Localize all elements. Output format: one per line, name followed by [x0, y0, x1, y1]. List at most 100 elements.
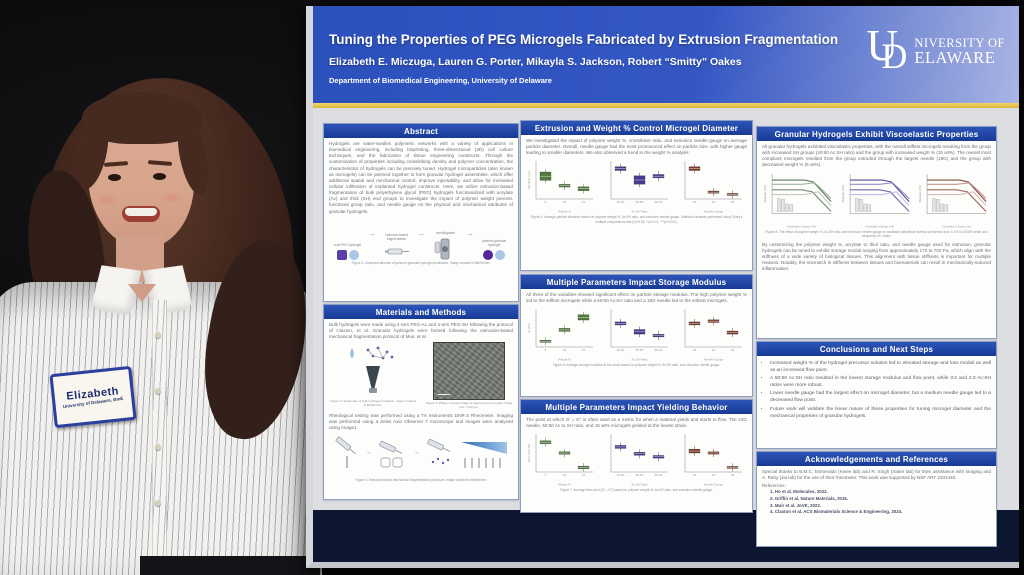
bulk-hydrogel-icon — [336, 249, 347, 260]
conclusions-list: Increased weight % of the hydrogel precu… — [770, 361, 991, 420]
plot-acsh-ratio: Ac:SH Ratio 40:60 50:50 60:40 — [610, 309, 668, 362]
figure-label: jammed granular hydrogel — [482, 239, 507, 247]
svg-text:Weight %: Weight % — [558, 210, 571, 214]
reference-item: 3. Muir et al. JoVE, 2022. — [770, 502, 822, 508]
svg-text:→: → — [365, 449, 372, 456]
svg-text:18: 18 — [693, 201, 697, 205]
syringe-icon — [384, 248, 409, 255]
svg-text:15: 15 — [582, 473, 586, 477]
monogram-d: D — [881, 36, 908, 76]
methods-caption-3: Figure 4: Extrusion-based mechanical fra… — [355, 477, 487, 482]
ud-monogram: U D — [866, 24, 910, 80]
svg-text:30: 30 — [731, 348, 735, 352]
jammed-microgel-icon — [495, 249, 506, 260]
amplitude-sweep-gauge: Modulus (Pa) Oscillation Strain (%) — [918, 173, 987, 228]
svg-text:50:50: 50:50 — [635, 473, 643, 477]
yielding-caption: Figure 7: Average flow point (G' = G'') … — [560, 488, 713, 493]
arrow-icon: → — [416, 229, 425, 239]
smile — [122, 206, 160, 222]
svg-text:18: 18 — [693, 348, 697, 352]
svg-text:Oscillation Strain (%): Oscillation Strain (%) — [865, 224, 894, 228]
viscoelastic-text: All granular hydrogels exhibited viscoel… — [762, 144, 991, 168]
logo-line2: ELAWARE — [914, 47, 996, 67]
svg-text:18: 18 — [693, 473, 697, 477]
svg-text:Ac:SH Ratio: Ac:SH Ratio — [631, 210, 648, 214]
svg-text:Oscillation Strain (%): Oscillation Strain (%) — [787, 224, 816, 228]
bulk-hydrogel-icon — [348, 249, 359, 260]
storage-modulus-header: Multiple Parameters Impact Storage Modul… — [521, 275, 752, 289]
poster-header-band: Tuning the Properties of PEG Microgels F… — [313, 6, 1019, 103]
methods-section: Materials and Methods Bulk hydrogels wer… — [323, 304, 519, 500]
viscoelastic-section: Granular Hydrogels Exhibit Viscoelastic … — [756, 126, 997, 339]
reference-item: 4. Claxton et al. ACS Biomaterials Scien… — [770, 509, 903, 515]
figure-label: extrusion-based fragmentation — [385, 233, 408, 241]
svg-text:30: 30 — [731, 201, 735, 205]
yielding-section: Multiple Parameters Impact Yielding Beha… — [520, 399, 753, 513]
svg-text:Weight %: Weight % — [558, 358, 571, 362]
shirt-button — [155, 332, 161, 338]
gold-accent-stripe — [313, 103, 1019, 108]
svg-text:23: 23 — [712, 201, 716, 205]
boxplot-weight-percent: Diameter (µm) Weight % 5 10 15 — [527, 161, 593, 214]
svg-text:50:50: 50:50 — [635, 348, 643, 352]
poster-affiliation: Department of Biomedical Engineering, Un… — [329, 76, 552, 85]
svg-text:Needle Gauge: Needle Gauge — [704, 210, 724, 214]
teeth — [125, 208, 157, 216]
svg-text:5: 5 — [545, 348, 547, 352]
svg-text:Needle Gauge: Needle Gauge — [704, 483, 724, 487]
arrow-icon: → — [368, 229, 377, 239]
logo-line1: NIVERSITY OF — [914, 36, 1005, 51]
boxplot-needle-gauge: Needle Gauge 18 23 30 — [684, 161, 742, 214]
references-list: 1. Ho et al. Molecules, 2022. 2. Griffin… — [770, 489, 991, 515]
fragmentation-procedure-schematic: → → — [335, 436, 507, 468]
methods-text-1: Bulk hydrogels were made using 4-arm PEG… — [329, 322, 513, 340]
svg-text:50:50: 50:50 — [635, 201, 643, 205]
research-poster: Tuning the Properties of PEG Microgels F… — [306, 6, 1019, 568]
svg-text:Modulus (Pa): Modulus (Pa) — [840, 185, 844, 202]
svg-text:Diameter (µm): Diameter (µm) — [527, 171, 531, 189]
poster-title: Tuning the Properties of PEG Microgels F… — [329, 32, 839, 47]
svg-text:10: 10 — [563, 348, 567, 352]
acknowledgements-section: Acknowledgements and References Special … — [756, 451, 997, 547]
viscoelastic-caption: Figure 8: The effect of polymer weight %… — [765, 229, 988, 238]
figure-label: centrifugation — [435, 230, 455, 235]
svg-text:40:60: 40:60 — [616, 473, 624, 477]
storage-modulus-text: All three of the variables showed signif… — [526, 292, 747, 304]
skirt — [140, 556, 320, 575]
svg-text:10: 10 — [563, 473, 567, 477]
abstract-figure-caption: Figure 1: Graphical abstract of jammed g… — [351, 260, 491, 265]
svg-text:60:40: 60:40 — [654, 201, 662, 205]
svg-text:15: 15 — [582, 348, 586, 352]
viscoelastic-header: Granular Hydrogels Exhibit Viscoelastic … — [757, 127, 996, 141]
viscoelastic-figure: Modulus (Pa) Oscillation Strain (%) Modul… — [762, 171, 991, 229]
yielding-figure: Flow Point (%) Weight % 5 10 15 Ac:SH Ratio 4… — [526, 431, 747, 487]
blush-right — [160, 192, 182, 204]
methods-caption-1: Figure 2: Schematic of bulk hydrogel for… — [330, 399, 416, 408]
blush-left — [96, 194, 118, 206]
abstract-text: Hydrogels are water-swollen polymeric ne… — [329, 141, 513, 214]
plot-needle-gauge: Needle Gauge 18 23 30 — [684, 309, 742, 362]
svg-text:15: 15 — [582, 201, 586, 205]
eye-left — [108, 174, 121, 181]
svg-text:23: 23 — [712, 473, 716, 477]
poster-authors: Elizabeth E. Miczuga, Lauren G. Porter, … — [329, 56, 742, 68]
conclusions-header: Conclusions and Next Steps — [757, 342, 996, 356]
microscopy-image — [433, 342, 505, 401]
conclusion-item: Lower needle gauge had the largest effec… — [770, 391, 991, 405]
svg-text:5: 5 — [545, 201, 547, 205]
figure-label: bulk PEG hydrogel — [334, 242, 361, 247]
yielding-text: The point at which G' = G'' is often use… — [526, 417, 747, 429]
diameter-caption: Figure 5: Average particle diameter base… — [530, 215, 743, 224]
reference-item: 1. Ho et al. Molecules, 2022. — [770, 489, 828, 495]
acknowledgements-text: Special thanks to B.M.C. Esmeraldo (Kwee… — [762, 469, 991, 481]
button-placket — [152, 300, 167, 575]
monogram-u: U — [866, 21, 899, 70]
hydrogel-formation-schematic — [350, 347, 394, 394]
boxplot-acsh-ratio: Ac:SH Ratio 40:60 50:50 60:40 — [610, 161, 668, 214]
conclusion-item: A 50:50 Ac:SH ratio resulted in the lowe… — [770, 376, 991, 390]
amplitude-sweep-weight: Modulus (Pa) Oscillation Strain (%) — [763, 173, 832, 228]
jammed-microgel-icon — [483, 249, 494, 260]
svg-text:10: 10 — [563, 201, 567, 205]
svg-text:30: 30 — [731, 473, 735, 477]
